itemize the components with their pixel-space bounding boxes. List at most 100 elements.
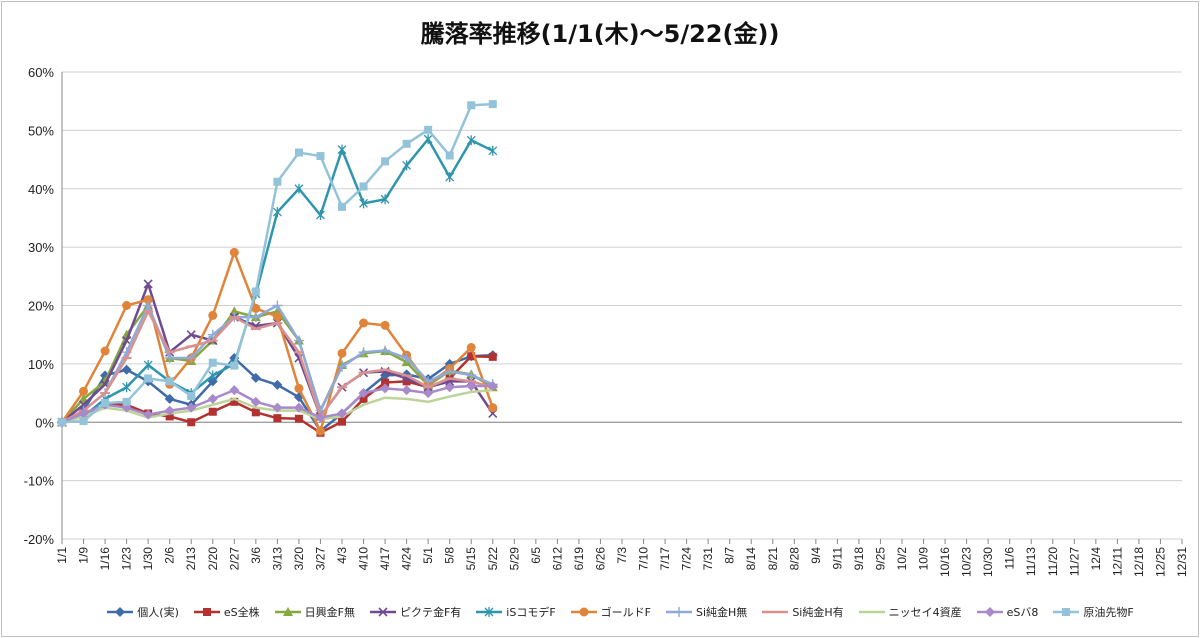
data-point xyxy=(423,388,434,399)
x-tick-label: 10/23 xyxy=(960,547,974,577)
x-tick-label: 7/10 xyxy=(637,547,651,571)
data-point xyxy=(294,183,304,194)
data-point xyxy=(337,144,347,155)
data-point xyxy=(229,306,240,316)
data-point xyxy=(100,346,110,356)
data-point xyxy=(272,300,283,311)
legend-item: eS全株 xyxy=(193,604,260,620)
data-point xyxy=(272,207,282,218)
legend-item: ピクテ金F有 xyxy=(369,604,461,620)
data-point xyxy=(165,412,174,421)
x-tick-label: 7/31 xyxy=(701,547,715,571)
legend-swatch xyxy=(666,607,692,617)
x-tick-label: 2/6 xyxy=(163,547,177,564)
series-11 xyxy=(58,100,497,427)
legend-label: 原油先物F xyxy=(1083,606,1134,619)
data-point xyxy=(359,394,368,403)
data-point xyxy=(230,361,239,370)
legend-item: 個人(実) xyxy=(106,604,179,620)
legend-swatch-marker xyxy=(674,607,684,617)
data-point xyxy=(122,382,132,393)
legend-label: 個人(実) xyxy=(137,606,179,619)
y-tick-label: 50% xyxy=(28,123,54,138)
data-point xyxy=(358,347,369,358)
x-tick-label: 3/20 xyxy=(292,547,306,571)
data-point xyxy=(401,353,412,364)
data-point xyxy=(488,145,498,156)
legend-swatch-marker xyxy=(378,607,388,617)
legend-label: 日興金F無 xyxy=(304,606,355,619)
data-point xyxy=(294,414,303,423)
x-tick-label: 1/9 xyxy=(77,547,91,564)
x-tick-label: 11/13 xyxy=(1024,547,1038,576)
legend-item: iSコモデF xyxy=(475,604,556,620)
x-tick-label: 8/14 xyxy=(744,547,758,571)
data-point xyxy=(229,385,240,396)
x-tick-label: 7/24 xyxy=(680,547,694,571)
data-point xyxy=(164,393,175,404)
x-tick-label: 9/18 xyxy=(852,547,866,571)
legend-swatch xyxy=(107,607,134,617)
data-point xyxy=(488,352,497,361)
data-point xyxy=(445,172,455,183)
x-tick-label: 5/22 xyxy=(486,547,500,571)
data-point xyxy=(338,417,346,426)
x-tick-label: 5/29 xyxy=(507,547,521,571)
data-point xyxy=(273,177,282,186)
legend-label: Si純金H無 xyxy=(696,606,748,619)
data-point xyxy=(186,330,196,340)
chart-title: 騰落率推移(1/1(木)〜5/22(金)) xyxy=(420,20,780,48)
data-point xyxy=(273,414,282,423)
data-point xyxy=(272,312,282,322)
x-tick-label: 6/12 xyxy=(550,547,564,571)
legend-label: iSコモデF xyxy=(506,606,556,619)
data-point xyxy=(380,320,390,330)
plot-area: 60% 50% 40% 30% 20% 10% 0% -10% -20% 1/1 1/9 1/16 1… xyxy=(24,65,1189,577)
data-point xyxy=(208,407,217,416)
legend-swatch-marker xyxy=(1062,608,1071,616)
data-point xyxy=(466,135,476,146)
y-tick-label: -20% xyxy=(24,532,55,547)
data-point xyxy=(143,300,154,311)
series-8 xyxy=(57,310,498,424)
data-point xyxy=(466,343,476,353)
data-point xyxy=(315,412,326,423)
legend-swatch-marker xyxy=(282,607,293,616)
data-point xyxy=(208,310,218,320)
data-point xyxy=(445,151,454,160)
legend-swatch xyxy=(1053,608,1080,616)
data-point xyxy=(337,361,347,372)
legend-swatch-marker xyxy=(202,608,211,616)
data-point xyxy=(251,287,260,296)
data-point xyxy=(122,397,131,406)
data-point xyxy=(251,303,261,313)
x-tick-label: 4/24 xyxy=(400,547,414,571)
data-point xyxy=(121,364,132,375)
data-point xyxy=(380,345,391,356)
data-point xyxy=(143,279,153,289)
x-tick-label: 1/1 xyxy=(55,547,69,564)
data-point xyxy=(401,385,412,396)
data-point xyxy=(466,369,477,380)
legend-swatch xyxy=(274,607,301,616)
x-tick-label: 11/6 xyxy=(1003,547,1017,570)
legend-item: ゴールドF xyxy=(570,604,651,620)
y-tick-label: -10% xyxy=(24,474,55,489)
legend-label: ゴールドF xyxy=(600,606,651,619)
data-point xyxy=(359,318,369,328)
data-point xyxy=(122,335,132,346)
x-tick-label: 10/16 xyxy=(938,547,952,577)
data-point xyxy=(316,210,325,221)
data-point xyxy=(294,148,303,157)
x-tick-label: 8/7 xyxy=(723,547,737,564)
data-point xyxy=(208,358,217,367)
data-point xyxy=(402,160,412,171)
data-point xyxy=(79,417,88,426)
data-point xyxy=(208,370,218,381)
x-tick-label: 6/5 xyxy=(529,547,543,564)
legend-label: Si純金H有 xyxy=(792,606,844,619)
y-tick-label: 0% xyxy=(35,415,54,430)
x-tick-label: 10/9 xyxy=(917,547,931,571)
data-point xyxy=(380,194,390,205)
